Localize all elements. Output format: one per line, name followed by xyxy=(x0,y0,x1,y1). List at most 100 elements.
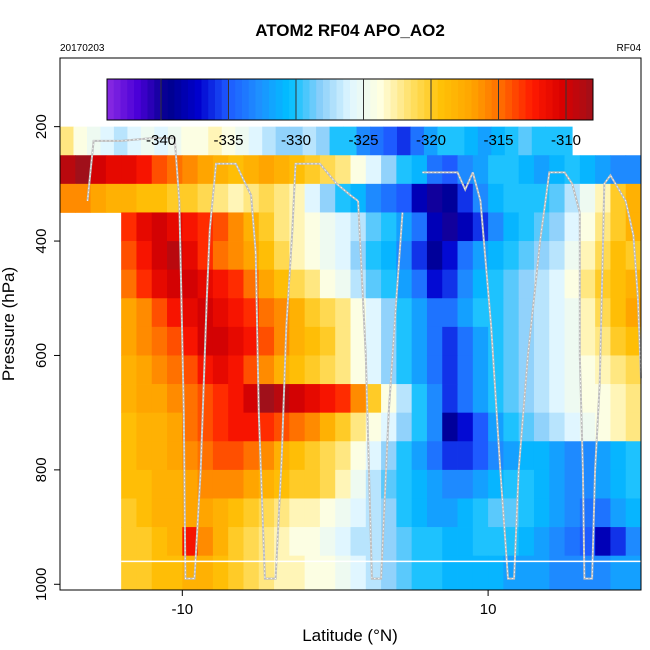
colorbar-swatch xyxy=(518,79,526,120)
heat-cell xyxy=(151,241,168,271)
heat-cell xyxy=(625,441,642,471)
heat-cell xyxy=(197,555,214,591)
flight-profile-line xyxy=(254,162,359,580)
heat-cell xyxy=(350,241,367,271)
heat-cell xyxy=(228,555,244,591)
colorbar-tick-label: -340 xyxy=(146,132,176,149)
heat-cell xyxy=(579,212,596,242)
colorbar-swatch xyxy=(586,79,594,120)
heat-cell xyxy=(319,212,336,242)
heat-cell xyxy=(289,412,306,442)
heat-cell xyxy=(564,555,581,591)
heat-cell xyxy=(545,126,560,156)
heat-cell xyxy=(549,527,565,557)
heat-cell xyxy=(274,498,290,528)
heat-cell xyxy=(396,212,413,242)
heat-cell xyxy=(121,441,137,471)
heat-cell xyxy=(151,498,168,528)
heat-cell xyxy=(197,183,214,213)
heat-cell xyxy=(182,412,199,442)
heat-cell xyxy=(558,126,573,156)
heat-cell xyxy=(381,212,397,242)
heat-cell xyxy=(304,384,321,414)
heat-cell xyxy=(472,384,489,414)
heat-cell xyxy=(221,126,236,156)
heat-cell xyxy=(396,155,413,185)
heat-cell xyxy=(564,298,581,328)
heat-cell xyxy=(531,126,546,156)
x-axis-label: Latitude (°N) xyxy=(302,626,398,645)
heat-cell xyxy=(319,469,336,499)
heat-cell xyxy=(549,384,565,414)
heat-cell xyxy=(343,126,357,156)
heat-cell xyxy=(518,326,535,356)
heat-cell xyxy=(411,527,428,557)
heat-cell xyxy=(319,498,336,528)
colorbar-swatch xyxy=(431,79,439,120)
colorbar-swatch xyxy=(559,79,567,120)
heat-cell xyxy=(533,469,550,499)
heat-cell xyxy=(167,269,183,299)
heat-cell xyxy=(228,241,244,271)
heat-cell xyxy=(304,326,321,356)
heat-cell xyxy=(167,469,183,499)
heat-cell xyxy=(610,555,627,591)
heat-cell xyxy=(472,212,489,242)
heat-cell xyxy=(304,498,321,528)
heat-cell xyxy=(518,269,535,299)
heat-cell xyxy=(197,155,214,185)
heat-cell xyxy=(212,155,229,185)
heat-cell xyxy=(335,441,351,471)
heat-cell xyxy=(197,355,214,385)
colorbar-swatch xyxy=(505,79,513,120)
heat-cell xyxy=(411,298,428,328)
heat-cell xyxy=(625,498,642,528)
date-label: 20170203 xyxy=(60,43,105,54)
colorbar-swatch xyxy=(188,79,196,120)
heat-cell xyxy=(228,183,244,213)
heat-cell xyxy=(625,527,642,557)
heat-cell xyxy=(304,527,321,557)
colorbar-swatch xyxy=(498,79,506,120)
heat-cell xyxy=(549,441,565,471)
heat-cell xyxy=(396,441,413,471)
heat-cell xyxy=(151,469,168,499)
heat-cell xyxy=(319,355,336,385)
heat-cell xyxy=(228,212,244,242)
heat-cell xyxy=(564,498,581,528)
heat-cell xyxy=(595,298,611,328)
heat-cell xyxy=(212,527,229,557)
heat-cell xyxy=(381,469,397,499)
colorbar-swatch xyxy=(221,79,229,120)
heat-cell xyxy=(136,298,153,328)
heat-cell xyxy=(610,326,627,356)
heat-cell xyxy=(411,469,428,499)
heat-cell xyxy=(579,441,596,471)
heat-cell xyxy=(381,298,397,328)
colorbar-swatch xyxy=(539,79,547,120)
heat-cell xyxy=(350,412,367,442)
heat-cell xyxy=(533,498,550,528)
heat-cell xyxy=(579,412,596,442)
heat-cell xyxy=(289,241,306,271)
colorbar-swatch xyxy=(471,79,479,120)
heat-cell xyxy=(274,326,290,356)
heat-cell xyxy=(396,326,413,356)
heat-cell xyxy=(411,498,428,528)
colorbar-swatch xyxy=(208,79,216,120)
colorbar-tick-label: -320 xyxy=(416,132,446,149)
heat-cell xyxy=(289,326,306,356)
heat-cell xyxy=(457,412,474,442)
heat-cell xyxy=(365,155,382,185)
heat-cell xyxy=(396,527,413,557)
heat-cell xyxy=(182,527,199,557)
heat-cell xyxy=(549,183,565,213)
heat-cell xyxy=(472,355,489,385)
heat-cell xyxy=(457,555,474,591)
heat-cell xyxy=(243,212,260,242)
heat-cell xyxy=(151,355,168,385)
colorbar: -340 -335 -330 -325 -320 -315 -310 xyxy=(106,78,594,149)
heat-cell xyxy=(564,183,581,213)
colorbar-swatch xyxy=(269,79,277,120)
heat-cell xyxy=(442,384,458,414)
